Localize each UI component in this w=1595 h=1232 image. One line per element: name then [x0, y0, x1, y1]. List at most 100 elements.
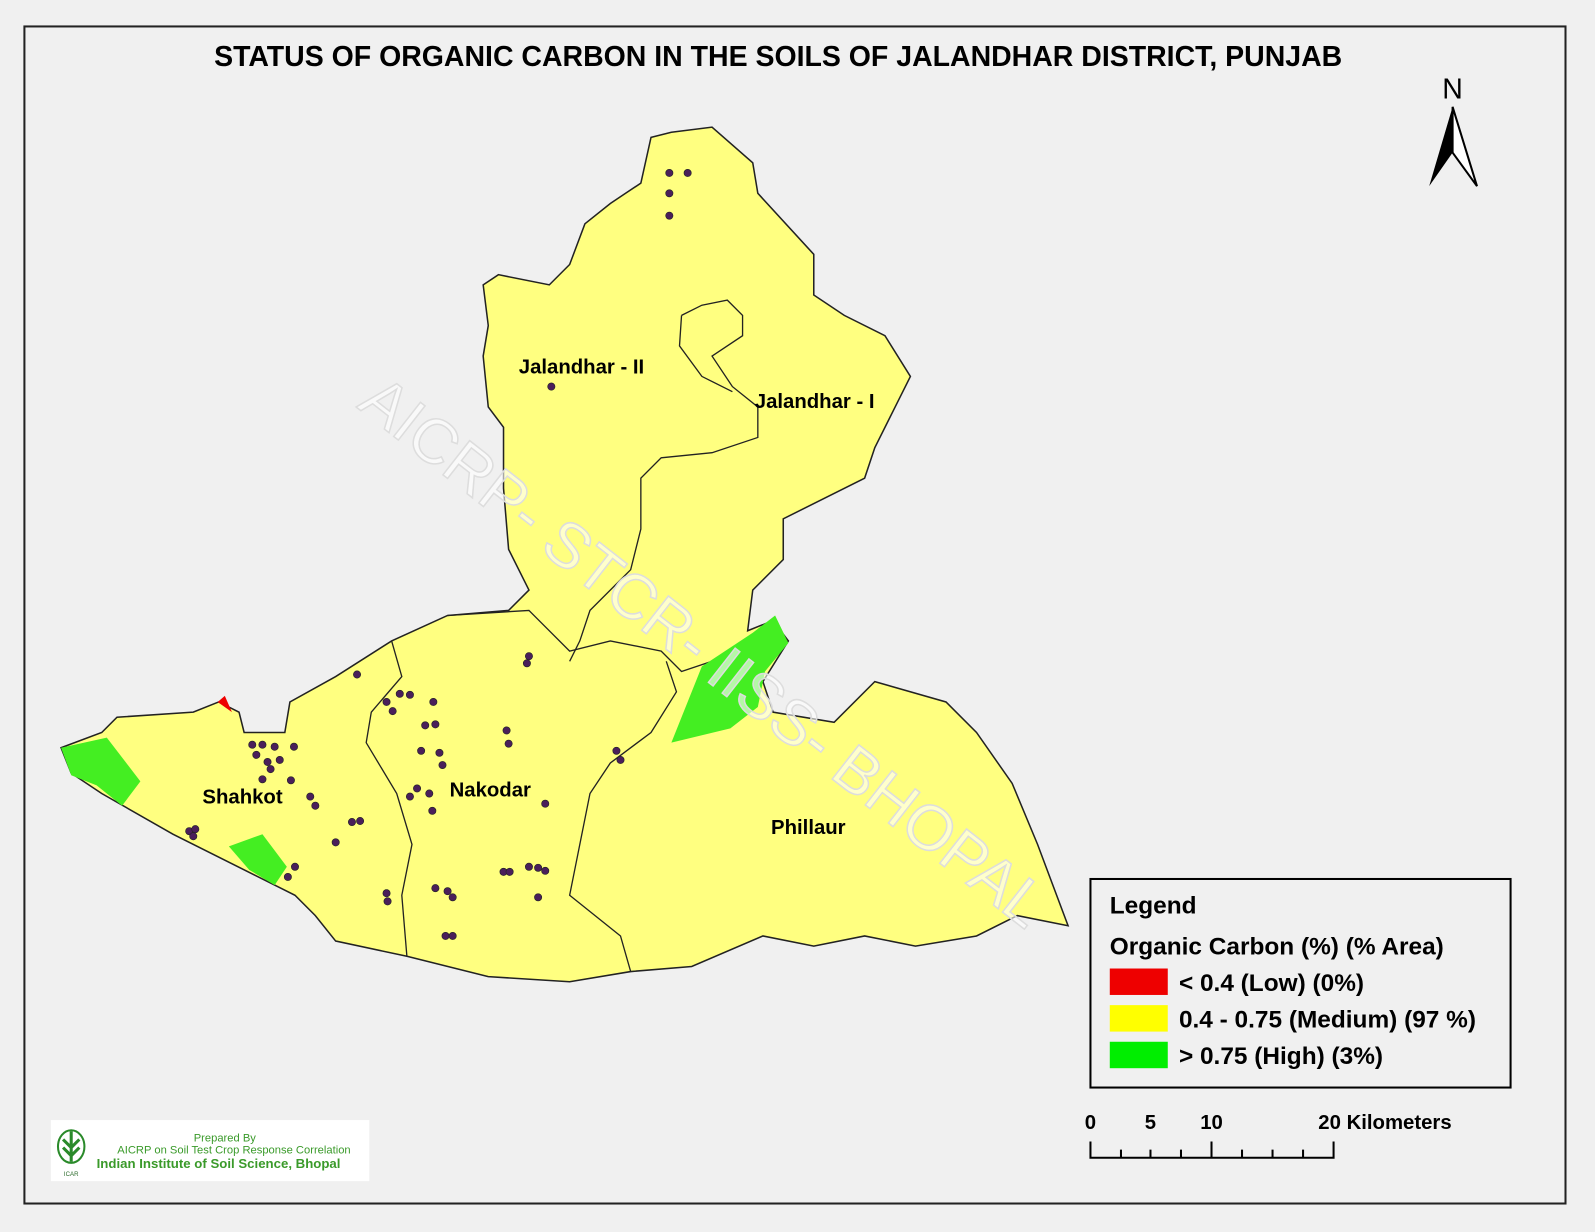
sample-point: [502, 726, 511, 735]
high-carbon-patch: [61, 737, 141, 806]
sample-point: [443, 887, 452, 896]
high-carbon-patch: [228, 834, 287, 886]
sample-point: [541, 799, 550, 808]
credit-line-1: Prepared By: [194, 1132, 257, 1144]
sample-point: [612, 746, 621, 755]
legend-subtitle: Organic Carbon (%) (% Area): [1110, 933, 1444, 960]
sample-point: [541, 866, 550, 875]
sample-point: [353, 670, 362, 679]
sample-point: [306, 792, 315, 801]
scale-bar: 0 5 10 20 Kilometers: [1085, 1112, 1452, 1159]
sample-point: [356, 817, 365, 825]
scale-label-5: 5: [1145, 1112, 1156, 1134]
north-arrow-icon: [1429, 106, 1453, 187]
sample-point: [435, 748, 444, 757]
sample-point: [429, 697, 438, 706]
svg-text:ICAR: ICAR: [64, 1171, 79, 1178]
legend-swatch-medium: [1109, 1005, 1168, 1032]
sample-point: [258, 740, 267, 749]
sample-point: [438, 761, 447, 770]
scale-label-20: 20 Kilometers: [1318, 1112, 1451, 1134]
sample-point: [534, 863, 543, 872]
block-boundary: [678, 315, 733, 393]
sample-point: [347, 818, 356, 826]
map-title: STATUS OF ORGANIC CARBON IN THE SOILS OF…: [214, 41, 1342, 73]
sample-point: [405, 690, 414, 699]
sample-point: [425, 789, 434, 798]
sample-point: [505, 867, 514, 876]
sample-point: [383, 897, 392, 906]
sample-point: [428, 806, 437, 815]
sample-point: [290, 742, 298, 751]
block-boundary: [365, 640, 413, 957]
block-boundary: [447, 609, 748, 673]
icar-logo-icon: ICAR: [56, 1129, 86, 1178]
sample-point: [405, 792, 414, 801]
sample-point: [683, 168, 692, 177]
block-label-phillaur: Phillaur: [771, 817, 846, 839]
sample-point: [382, 889, 391, 898]
sample-point: [665, 189, 674, 198]
credit-box: [50, 1120, 370, 1182]
sample-point: [275, 755, 284, 764]
legend-item-high: > 0.75 (High) (3%): [1179, 1043, 1383, 1070]
legend-swatch-low: [1109, 968, 1168, 995]
sample-point: [266, 765, 275, 774]
sample-point: [431, 720, 440, 729]
legend-item-low: < 0.4 (Low) (0%): [1179, 970, 1364, 997]
sample-point: [395, 689, 404, 698]
district-area-medium: [60, 126, 1070, 983]
sample-point: [547, 382, 556, 391]
sample-point: [248, 740, 257, 749]
scale-bar-line: [1089, 1141, 1335, 1159]
high-carbon-patch: [671, 615, 789, 743]
low-carbon-patch: [217, 695, 232, 713]
district-map: [60, 126, 1070, 983]
block-labels: Jalandhar - II Jalandhar - I Shahkot Nak…: [202, 356, 874, 839]
north-arrow-icon-half: [1451, 106, 1478, 187]
block-label-shahkot: Shahkot: [202, 787, 282, 809]
sample-point: [191, 825, 200, 834]
sample-point: [263, 758, 272, 766]
scale-label-0: 0: [1085, 1112, 1096, 1134]
north-arrow: N: [1429, 74, 1478, 187]
block-label-jalandhar-i: Jalandhar - I: [755, 391, 875, 413]
sample-point: [448, 893, 457, 902]
block-boundary: [568, 661, 678, 972]
sample-point: [270, 742, 279, 751]
sample-point: [524, 862, 533, 871]
sample-point: [534, 893, 543, 902]
sample-point: [291, 862, 299, 871]
sample-point: [665, 168, 674, 177]
sample-point: [448, 931, 457, 940]
credit-line-3: Indian Institute of Soil Science, Bhopal: [97, 1156, 341, 1171]
sample-point: [616, 755, 625, 764]
sample-point: [189, 832, 198, 841]
sample-point: [417, 746, 426, 755]
sample-point: [286, 776, 295, 785]
sample-point: [524, 652, 533, 661]
north-label: N: [1442, 74, 1463, 106]
credit-line-2: AICRP on Soil Test Crop Response Correla…: [117, 1145, 350, 1157]
sample-point: [413, 784, 422, 793]
legend-heading: Legend: [1110, 893, 1197, 920]
sample-point: [252, 750, 261, 759]
scale-label-10: 10: [1200, 1112, 1223, 1134]
legend: Legend Organic Carbon (%) (% Area) < 0.4…: [1089, 877, 1512, 1089]
sample-point: [258, 775, 267, 784]
sample-point: [504, 739, 513, 748]
sample-point: [331, 838, 340, 847]
sample-point: [522, 659, 531, 668]
sample-point: [283, 872, 292, 881]
sample-point: [421, 721, 430, 730]
block-label-nakodar: Nakodar: [450, 780, 531, 802]
legend-item-medium: 0.4 - 0.75 (Medium) (97 %): [1179, 1007, 1476, 1034]
sample-point: [382, 697, 391, 706]
legend-swatch-high: [1109, 1041, 1168, 1069]
credit-block: ICAR Prepared By AICRP on Soil Test Crop…: [50, 1120, 370, 1182]
sample-point: [665, 211, 674, 220]
sample-point: [441, 931, 450, 940]
sample-points: [185, 168, 692, 940]
sample-point: [431, 884, 440, 893]
